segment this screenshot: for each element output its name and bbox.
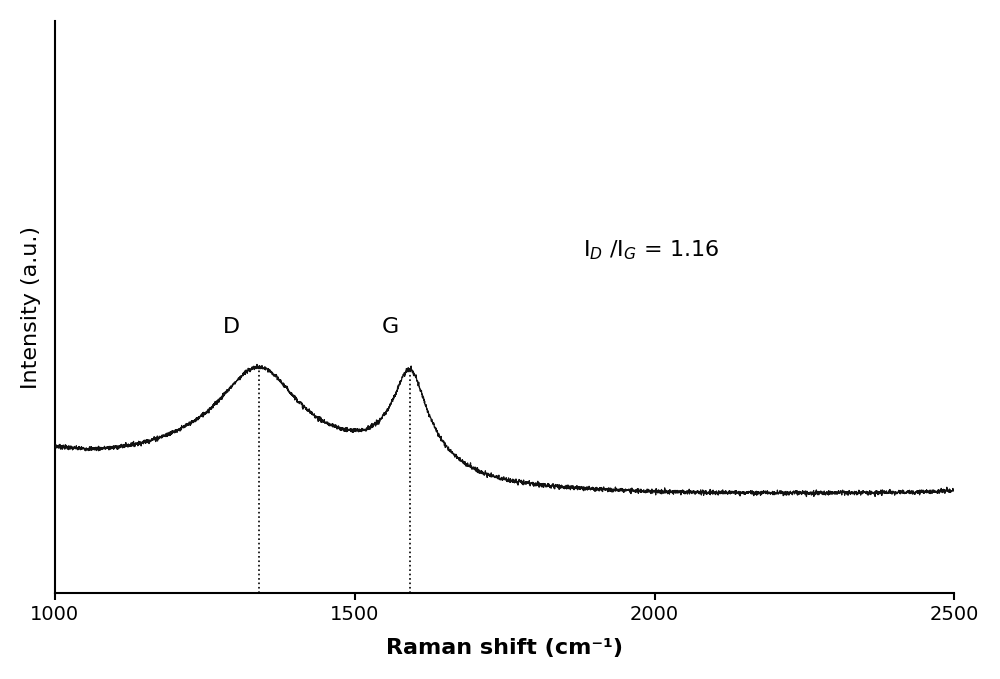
X-axis label: Raman shift (cm⁻¹): Raman shift (cm⁻¹) (386, 638, 623, 658)
Text: G: G (382, 317, 399, 337)
Y-axis label: Intensity (a.u.): Intensity (a.u.) (21, 225, 41, 388)
Text: I$_{D}$ /I$_{G}$ = 1.16: I$_{D}$ /I$_{G}$ = 1.16 (583, 238, 719, 261)
Text: D: D (223, 317, 240, 337)
